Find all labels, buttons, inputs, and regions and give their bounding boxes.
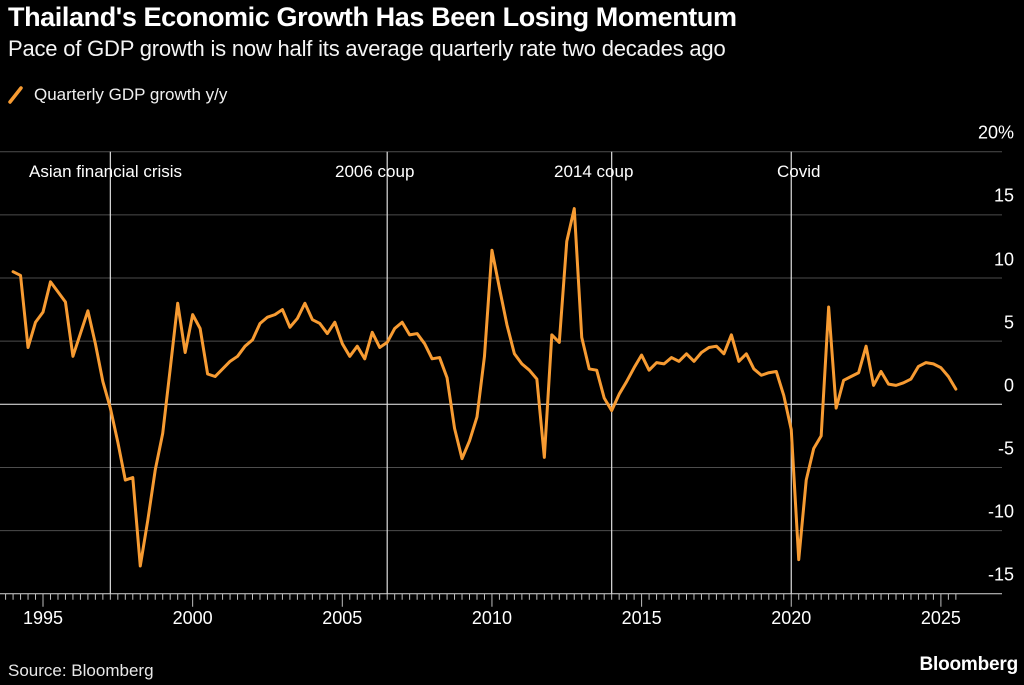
legend: Quarterly GDP growth y/y bbox=[7, 85, 227, 105]
legend-label: Quarterly GDP growth y/y bbox=[34, 85, 228, 104]
source-credit: Source: Bloomberg bbox=[8, 661, 154, 680]
legend-line-swatch-icon bbox=[8, 86, 23, 104]
chart-subtitle: Pace of GDP growth is now half its avera… bbox=[8, 36, 726, 61]
gdp-growth-line bbox=[11, 207, 958, 568]
chart-title: Thailand's Economic Growth Has Been Losi… bbox=[8, 2, 737, 32]
bloomberg-logo: Bloomberg bbox=[919, 654, 1019, 675]
